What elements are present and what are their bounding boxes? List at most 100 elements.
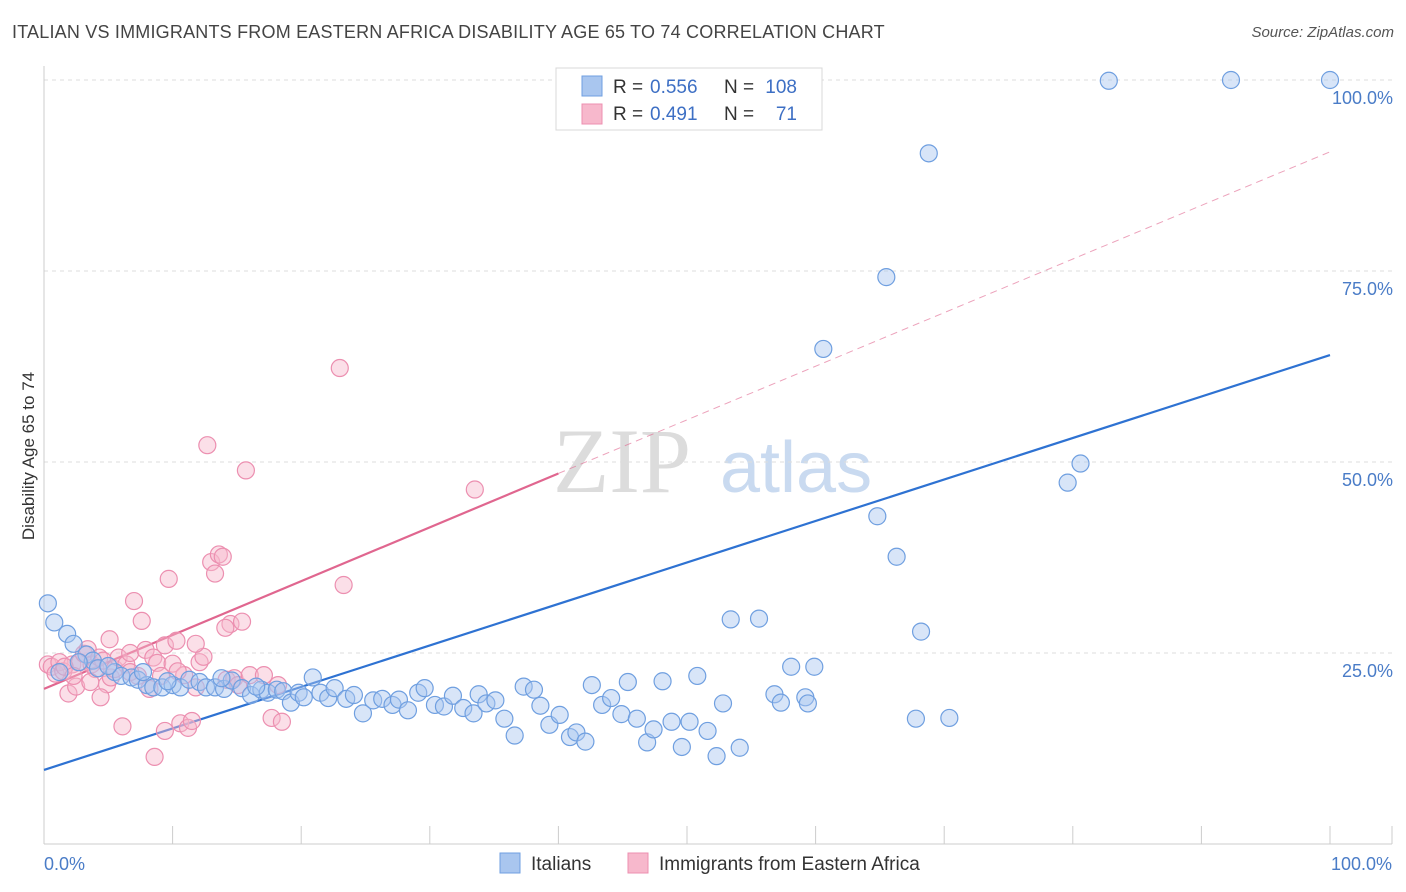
x-tick-label-100: 100.0% [1331,854,1392,874]
legend-bottom-swatch-italians [499,852,521,874]
point-italians-86 [798,694,817,713]
legend-n-value-pink: 71 [776,104,797,125]
point-eastern-africa-41 [198,436,217,455]
point-eastern-africa-51 [236,461,256,480]
point-eastern-africa-42 [202,552,221,572]
point-eastern-africa-50 [232,612,252,631]
trend-line-eastern-africa-extension [558,151,1331,474]
point-italians-26 [267,680,286,699]
point-italians-2 [58,624,77,644]
watermark-zip: ZIP [553,410,691,512]
legend-r-label-pink: R = [613,104,643,125]
point-italians-36 [344,685,364,705]
point-italians-95 [940,708,959,728]
point-italians-67 [618,672,637,692]
point-eastern-africa-63 [91,688,110,707]
y-tick-label-25: 25.0% [1342,661,1393,681]
point-eastern-africa-64 [100,630,119,649]
point-italians-50 [469,685,488,704]
point-italians-3 [64,634,83,653]
point-eastern-africa-45 [213,547,232,566]
point-eastern-africa-59 [465,480,484,499]
point-italians-87 [805,657,824,676]
point-italians-88 [814,339,833,359]
point-italians-78 [713,694,733,713]
point-italians-84 [782,657,801,676]
point-italians-73 [672,737,691,757]
point-italians-65 [602,688,621,708]
point-italians-68 [627,709,646,728]
legend-r-value-pink: 0.491 [650,104,698,125]
legend-swatch-pink [581,103,603,125]
point-italians-90 [877,268,896,287]
point-italians-55 [514,677,533,696]
legend-top: R = 0.556 N = 108 R = 0.491 N = 71 [555,67,823,131]
point-italians-52 [486,691,505,710]
point-italians-75 [688,666,707,686]
point-italians-81 [749,609,769,628]
point-italians-63 [582,675,601,695]
point-italians-38 [364,691,383,710]
point-italians-57 [531,696,550,715]
point-italians-22 [232,679,252,698]
point-eastern-africa-33 [167,631,186,650]
grid-lines [44,79,1392,654]
point-eastern-africa-58 [334,575,353,595]
point-eastern-africa-62 [81,672,100,692]
point-italians-100 [1320,70,1340,90]
y-tick-label-75: 75.0% [1342,279,1393,299]
point-eastern-africa-70 [216,618,235,637]
point-italians-92 [906,709,926,728]
point-italians-66 [612,705,631,724]
point-italians-33 [319,688,338,708]
point-italians-103 [99,656,118,676]
point-italians-106 [212,669,231,688]
point-eastern-africa-43 [205,564,225,583]
y-axis-label: Disability Age 65 to 74 [19,372,38,540]
source-credit: Source: ZipAtlas.com [1251,24,1394,41]
point-italians-71 [653,672,672,691]
point-italians-31 [303,668,322,687]
points-italians [38,70,1340,766]
trend-lines [43,151,1331,771]
point-eastern-africa-69 [186,634,205,653]
point-eastern-africa-5 [59,684,78,703]
point-eastern-africa-66 [145,747,164,767]
point-italians-56 [524,680,544,699]
legend-bottom-label-eastern-africa: Immigrants from Eastern Africa [659,854,920,875]
point-italians-79 [721,610,740,629]
point-italians-93 [911,622,931,641]
point-italians-83 [771,693,790,712]
y-tick-label-100: 100.0% [1332,88,1393,108]
point-italians-101 [50,662,69,682]
point-eastern-africa-37 [182,711,201,731]
point-italians-1 [45,613,64,632]
trend-line-eastern-africa [43,472,559,690]
point-eastern-africa-25 [136,640,155,660]
point-italians-104 [133,662,153,682]
point-italians-77 [707,747,726,766]
point-italians-97 [1071,454,1090,473]
chart-title: ITALIAN VS IMMIGRANTS FROM EASTERN AFRIC… [12,22,885,42]
points-eastern-africa [38,358,484,767]
legend-n-value-blue: 108 [765,77,797,98]
legend-n-label-pink: N = [724,104,754,125]
point-italians-54 [505,726,524,745]
legend-bottom-swatch-eastern-africa [627,852,649,874]
point-eastern-africa-67 [155,721,174,741]
point-italians-94 [919,144,938,163]
point-italians-45 [425,695,445,715]
point-eastern-africa-53 [262,708,281,728]
point-eastern-africa-30 [155,636,174,655]
legend-n-label-blue: N = [724,77,754,98]
point-italians-72 [662,712,681,731]
watermark-atlas: atlas [720,428,872,508]
point-italians-47 [443,686,463,705]
legend-bottom: Italians Immigrants from Eastern Africa [499,852,920,875]
point-eastern-africa-31 [159,569,178,588]
point-italians-102 [69,653,88,672]
legend-swatch-blue [581,75,603,97]
point-italians-49 [464,704,483,723]
point-eastern-africa-61 [64,666,83,686]
